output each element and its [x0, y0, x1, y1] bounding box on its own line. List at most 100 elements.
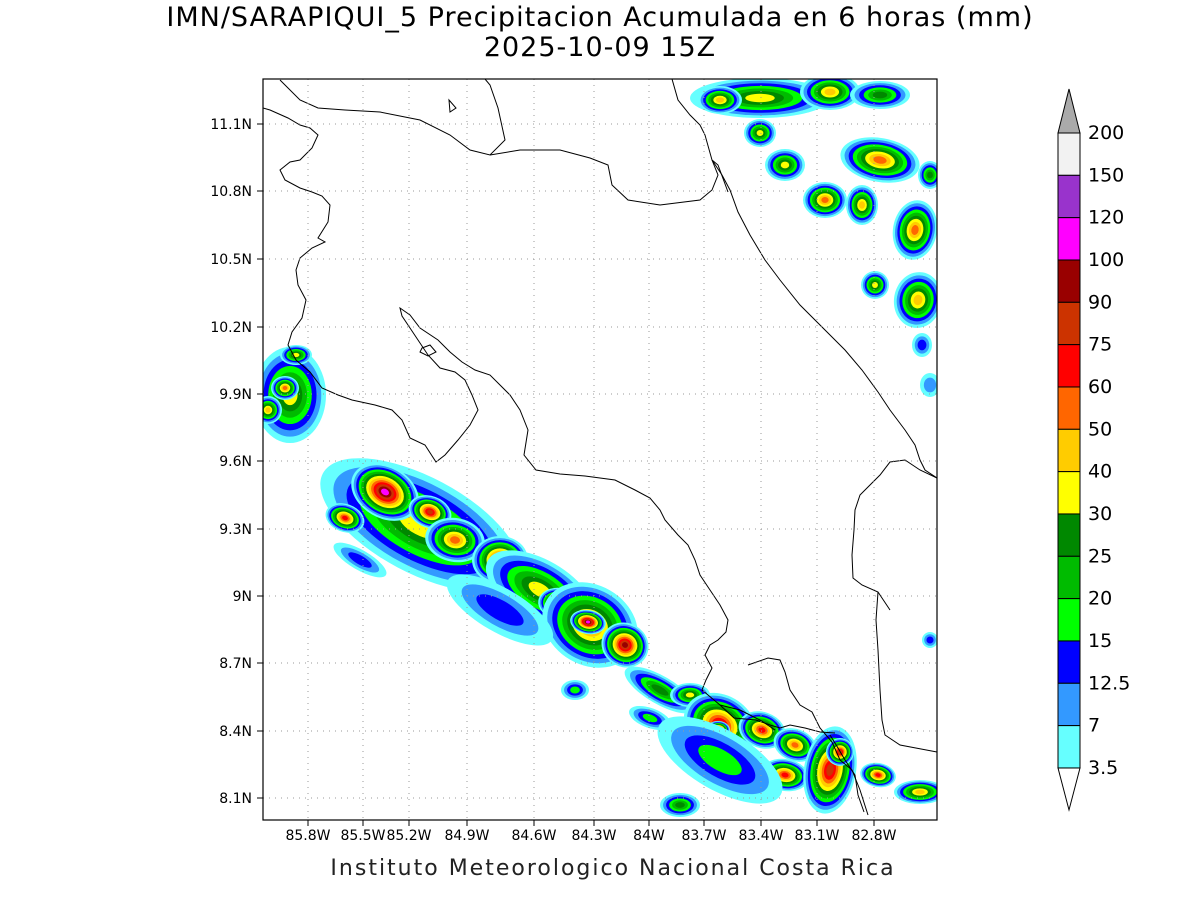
colorbar-swatch [1057, 598, 1081, 642]
lon-label: 82.8W [851, 828, 896, 844]
precip-cell [893, 272, 937, 328]
colorbar-swatch [1057, 217, 1081, 261]
colorbar-label: 20 [1088, 588, 1112, 610]
latitude-labels: 11.1N 10.8N 10.5N 10.2N 9.9N 9.6N 9.3N 9N 8.7N 8.… [210, 117, 252, 807]
colorbar-swatch [1057, 513, 1081, 557]
colorbar-swatch [1057, 682, 1081, 727]
map-title: IMN/SARAPIQUI_5 Precipitacion Acumulada … [166, 2, 1034, 33]
lat-label: 8.7N [219, 656, 252, 672]
colorbar-swatch [1057, 386, 1081, 430]
precip-cell [892, 200, 937, 260]
precip-cell [773, 728, 817, 762]
precip-cell [601, 622, 649, 668]
colorbar-label: 7 [1088, 715, 1100, 737]
colorbar-swatch [1057, 471, 1081, 515]
lon-label: 85.5W [340, 828, 385, 844]
colorbar-label: 25 [1088, 545, 1112, 567]
lon-label: 83.4W [738, 828, 783, 844]
precip-cell [850, 81, 910, 109]
precip-cell [894, 780, 937, 804]
map-frame [262, 78, 938, 821]
colorbar-swatch [1057, 428, 1081, 473]
colorbar-label: 40 [1088, 461, 1112, 483]
precip-cell [325, 503, 365, 533]
precip-cell [800, 79, 860, 110]
colorbar-label: 12.5 [1088, 672, 1130, 694]
lon-label: 83.7W [681, 828, 726, 844]
precip-cell [744, 119, 776, 147]
precip-cell [912, 333, 932, 357]
precip-cell [657, 716, 783, 804]
lon-label: 83.1W [794, 828, 839, 844]
colorbar-swatch [1057, 725, 1081, 769]
map-datetime: 2025-10-09 15Z [483, 32, 717, 63]
institution-credit: Instituto Meteorologico Nacional Costa R… [330, 856, 896, 881]
lon-label: 84.9W [444, 828, 489, 844]
precip-cell [446, 574, 554, 646]
colorbar-label: 30 [1088, 503, 1112, 525]
precipitation-field [263, 79, 937, 817]
precip-cell [351, 463, 419, 521]
lat-label: 9.9N [219, 387, 252, 403]
colorbar-label: 50 [1088, 418, 1112, 440]
lon-label: 85.2W [386, 828, 431, 844]
precip-cell [280, 345, 312, 365]
precip-cell [918, 161, 937, 189]
colorbar-swatch [1057, 640, 1081, 684]
precip-cell [922, 632, 937, 648]
colorbar-label: 100 [1088, 249, 1124, 271]
lat-label: 10.2N [210, 320, 252, 336]
precip-cell [846, 185, 878, 225]
colorbar-swatch [1057, 301, 1081, 346]
colorbar-label: 200 [1088, 122, 1124, 144]
colorbar-legend: 200 150 120 100 90 75 60 50 40 30 25 20 15 12.5 7 3.5 [1057, 88, 1130, 812]
lat-label: 10.5N [210, 252, 252, 268]
precip-cell [920, 373, 937, 397]
longitude-labels: 85.8W 85.5W 85.2W 84.9W 84.6W 84.3W 84W 83.7W 83… [285, 828, 896, 844]
colorbar-top-arrow [1057, 88, 1081, 134]
precip-cell [263, 396, 282, 424]
lon-label: 84.3W [571, 828, 616, 844]
precip-cell [803, 726, 857, 814]
precip-cell [840, 137, 920, 183]
precip-cell [738, 711, 786, 749]
colorbar-label: 75 [1088, 334, 1112, 356]
precip-cell [765, 149, 805, 181]
colorbar-label: 150 [1088, 164, 1124, 186]
lat-label: 8.1N [219, 791, 252, 807]
colorbar-swatch [1057, 555, 1081, 600]
precip-cell [425, 517, 485, 563]
colorbar-label: 120 [1088, 207, 1124, 229]
colorbar-label: 3.5 [1088, 757, 1118, 779]
lat-label: 11.1N [210, 117, 252, 133]
precip-cell [803, 182, 847, 218]
coastline [263, 79, 937, 816]
precip-cell [660, 793, 700, 817]
precip-cell [561, 680, 589, 700]
colorbar-swatch [1057, 259, 1081, 303]
colorbar-label: 60 [1088, 376, 1112, 398]
lat-label: 8.4N [219, 724, 252, 740]
lat-label: 10.8N [210, 184, 252, 200]
precip-cell [333, 542, 387, 578]
lat-lon-grid [263, 79, 937, 820]
precip-cell [570, 609, 606, 635]
colorbar-swatch [1057, 174, 1081, 219]
lat-label: 9.3N [219, 522, 252, 538]
lat-label: 9.6N [219, 454, 252, 470]
precip-cell [861, 271, 889, 299]
lat-label: 9N [233, 589, 252, 605]
precip-cell [408, 495, 452, 529]
lon-label: 85.8W [285, 828, 330, 844]
axis-ticks [257, 123, 875, 826]
colorbar-bottom-arrow [1057, 767, 1081, 812]
lon-label: 84.6W [511, 828, 556, 844]
colorbar-swatch [1057, 344, 1081, 388]
lon-label: 84W [633, 828, 665, 844]
precip-cell [860, 762, 896, 788]
colorbar-label: 90 [1088, 291, 1112, 313]
precip-cell [698, 86, 742, 114]
precip-cell [271, 376, 299, 400]
colorbar-label: 15 [1088, 630, 1112, 652]
